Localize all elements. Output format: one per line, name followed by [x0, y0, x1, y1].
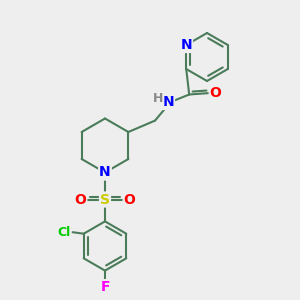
Text: N: N [99, 166, 111, 179]
Text: O: O [124, 193, 136, 206]
Text: F: F [100, 280, 110, 294]
Text: O: O [210, 86, 222, 100]
Text: S: S [100, 193, 110, 206]
Text: N: N [162, 95, 174, 109]
Text: N: N [180, 38, 192, 52]
Text: H: H [153, 92, 163, 105]
Text: Cl: Cl [57, 226, 70, 239]
Text: O: O [74, 193, 86, 206]
